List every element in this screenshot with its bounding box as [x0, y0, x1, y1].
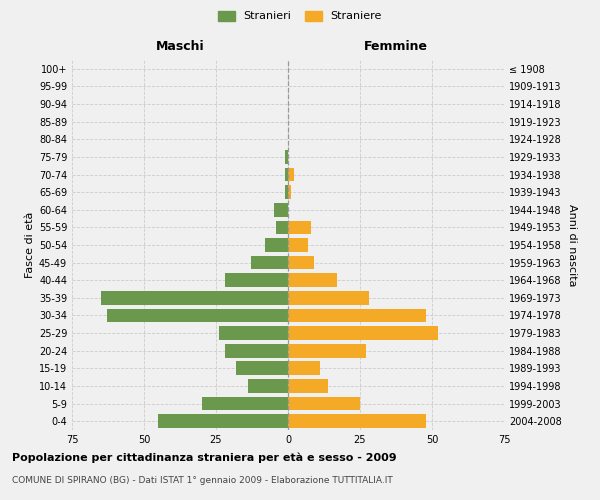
- Bar: [288, 396, 360, 410]
- Bar: [265, 238, 288, 252]
- Y-axis label: Anni di nascita: Anni di nascita: [567, 204, 577, 286]
- Bar: [236, 362, 288, 375]
- Text: Maschi: Maschi: [155, 40, 205, 52]
- Bar: [248, 379, 288, 393]
- Bar: [101, 291, 288, 304]
- Bar: [288, 362, 320, 375]
- Bar: [288, 326, 438, 340]
- Bar: [288, 186, 291, 199]
- Text: Popolazione per cittadinanza straniera per età e sesso - 2009: Popolazione per cittadinanza straniera p…: [12, 452, 397, 463]
- Text: COMUNE DI SPIRANO (BG) - Dati ISTAT 1° gennaio 2009 - Elaborazione TUTTITALIA.IT: COMUNE DI SPIRANO (BG) - Dati ISTAT 1° g…: [12, 476, 393, 485]
- Bar: [277, 220, 288, 234]
- Bar: [288, 308, 426, 322]
- Bar: [288, 238, 308, 252]
- Bar: [274, 203, 288, 216]
- Bar: [219, 326, 288, 340]
- Bar: [224, 274, 288, 287]
- Bar: [288, 414, 426, 428]
- Bar: [288, 220, 311, 234]
- Bar: [158, 414, 288, 428]
- Legend: Stranieri, Straniere: Stranieri, Straniere: [218, 10, 382, 22]
- Bar: [224, 344, 288, 358]
- Bar: [288, 256, 314, 270]
- Y-axis label: Fasce di età: Fasce di età: [25, 212, 35, 278]
- Bar: [288, 344, 366, 358]
- Bar: [288, 291, 368, 304]
- Bar: [285, 150, 288, 164]
- Bar: [285, 168, 288, 181]
- Bar: [202, 396, 288, 410]
- Bar: [288, 274, 337, 287]
- Bar: [251, 256, 288, 270]
- Bar: [288, 168, 294, 181]
- Bar: [288, 379, 328, 393]
- Bar: [285, 186, 288, 199]
- Text: Femmine: Femmine: [364, 40, 428, 52]
- Bar: [107, 308, 288, 322]
